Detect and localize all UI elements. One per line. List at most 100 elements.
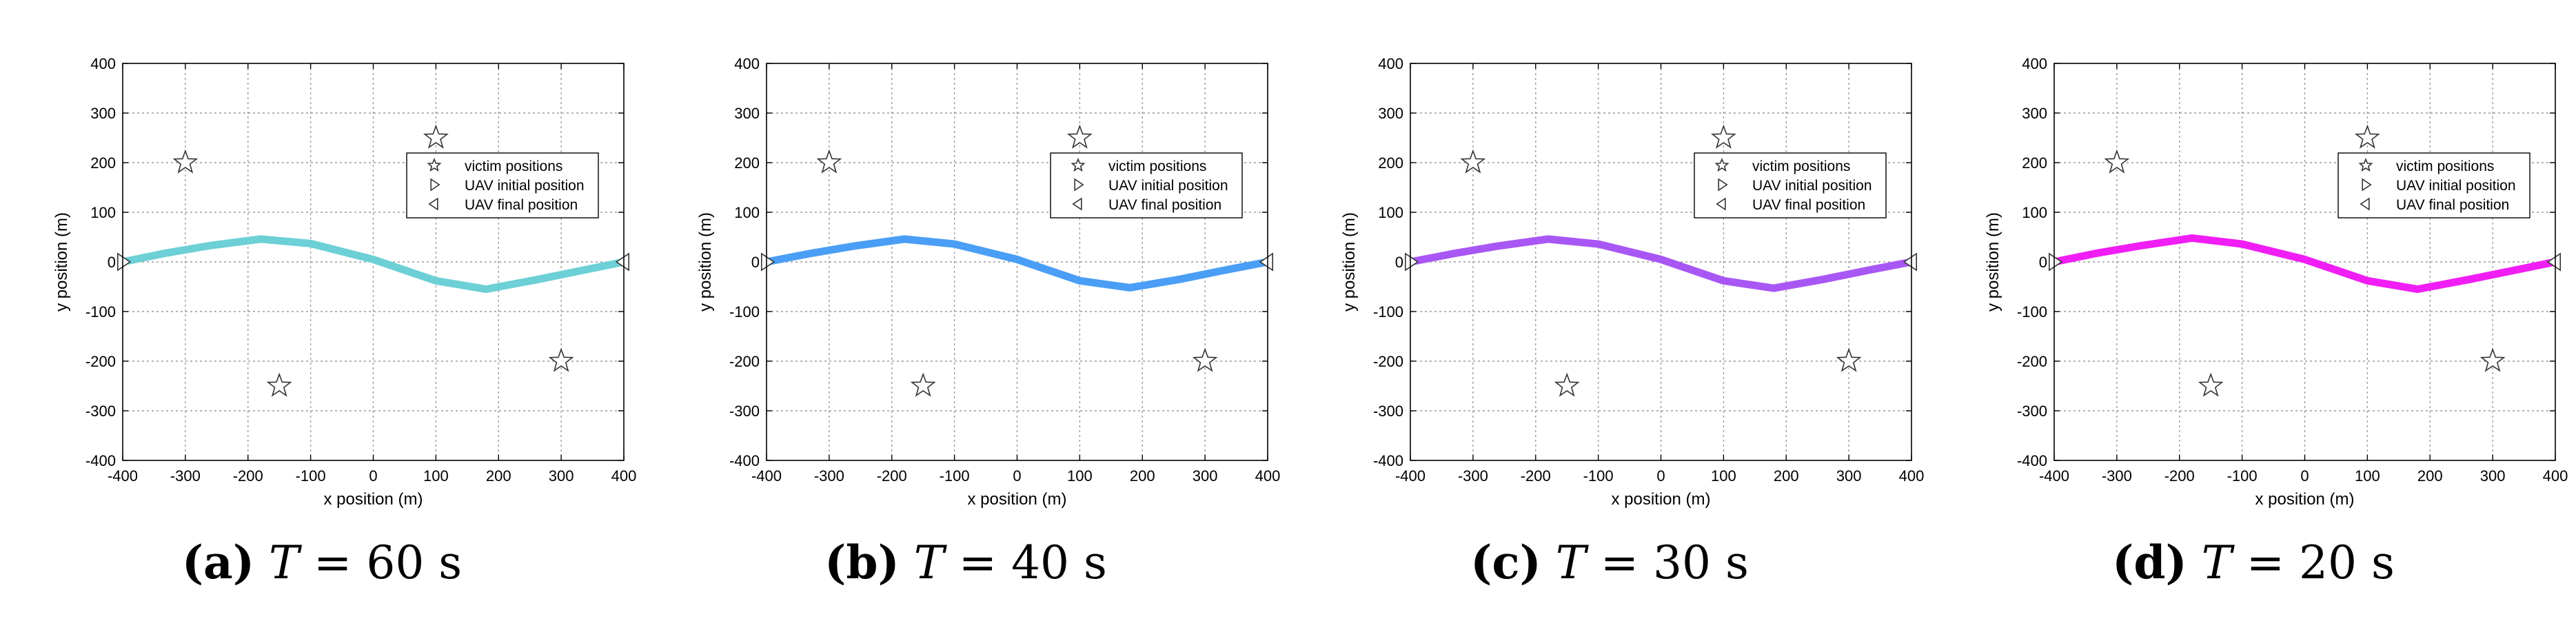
legend-initial-marker — [1718, 178, 1728, 192]
caption-label: (c) — [1470, 536, 1541, 589]
x-tick-label: -100 — [1583, 467, 1614, 485]
y-axis-label: y position (m) — [1984, 212, 2002, 312]
y-tick-label: 100 — [90, 204, 116, 221]
x-tick-label: -100 — [2227, 467, 2258, 485]
x-tick-label: 400 — [1899, 467, 1925, 485]
x-axis-label: x position (m) — [2255, 490, 2354, 509]
x-axis-label: x position (m) — [1611, 490, 1710, 509]
victim-star — [2354, 124, 2380, 149]
panel-c: -400 -300 -200 -100 0 100 200 300 400 -400 -300 -20… — [1288, 0, 1931, 621]
x-tick-label: 100 — [1711, 467, 1736, 485]
y-tick-label: 0 — [751, 254, 760, 271]
y-tick-label: -300 — [729, 403, 760, 420]
y-tick-label: 300 — [2022, 105, 2047, 122]
x-axis-label: x position (m) — [323, 490, 423, 509]
legend-label: UAV initial position — [465, 178, 585, 194]
x-tick-label: 300 — [2480, 467, 2506, 485]
x-tick-label: -300 — [1458, 467, 1488, 485]
victim-star — [172, 149, 199, 174]
y-tick-label: -300 — [85, 403, 116, 420]
y-tick-label: 0 — [2039, 254, 2047, 271]
victim-star — [548, 347, 574, 372]
y-axis-label: y position (m) — [1340, 212, 1359, 312]
x-tick-label: 200 — [2417, 467, 2443, 485]
caption-equation: = 60 s — [299, 536, 463, 589]
uav-initial-marker — [1405, 252, 1419, 272]
legend-label: victim positions — [1752, 159, 1850, 174]
plot-d: -400 -300 -200 -100 0 100 200 300 400 -400 -300 -20… — [1984, 55, 2568, 509]
x-tick-label: 200 — [1774, 467, 1799, 485]
caption-equation: = 40 s — [944, 536, 1107, 589]
y-tick-label: -200 — [1373, 353, 1403, 370]
panel-d: -400 -300 -200 -100 0 100 200 300 400 -400 -300 -20… — [1931, 0, 2575, 621]
x-tick-label: 0 — [369, 467, 377, 485]
y-tick-label: -200 — [729, 353, 760, 370]
plot-c: -400 -300 -200 -100 0 100 200 300 400 -400 -300 -20… — [1340, 55, 1925, 509]
axes-frame — [1410, 63, 1912, 461]
uav-initial-marker — [117, 252, 132, 272]
x-tick-label: -300 — [2102, 467, 2132, 485]
victim-star — [1554, 372, 1580, 397]
caption-variable: T — [1555, 536, 1586, 589]
x-tick-label: 200 — [1130, 467, 1155, 485]
y-tick-label: -100 — [2017, 303, 2047, 320]
x-tick-label: -200 — [1521, 467, 1551, 485]
axes-frame — [122, 63, 625, 461]
y-tick-label: 300 — [90, 105, 116, 122]
x-tick-label: 400 — [1255, 467, 1281, 485]
x-tick-label: -200 — [233, 467, 263, 485]
y-tick-label: -300 — [1373, 403, 1403, 420]
y-axis-label: y position (m) — [696, 212, 715, 312]
uav-initial-marker — [761, 252, 775, 272]
uav-final-marker — [1903, 252, 1918, 272]
y-tick-label: 100 — [2022, 204, 2047, 221]
victim-star — [1460, 149, 1486, 174]
caption-label: (b) — [824, 536, 900, 589]
y-tick-label: -200 — [2017, 353, 2047, 370]
victim-star — [2479, 347, 2506, 372]
caption-variable: T — [913, 536, 944, 589]
victim-star — [1710, 124, 1736, 149]
x-tick-label: 300 — [1836, 467, 1862, 485]
y-tick-label: -400 — [85, 452, 116, 469]
x-tick-label: 0 — [2300, 467, 2309, 485]
caption-variable: T — [269, 536, 300, 589]
victim-star — [910, 372, 936, 397]
caption-a: (a) T = 60 s — [0, 538, 644, 589]
x-tick-label: -400 — [108, 467, 138, 485]
axes-frame — [2053, 63, 2556, 461]
caption-b: (b) T = 40 s — [644, 538, 1288, 589]
legend-victim-star — [427, 157, 442, 172]
x-tick-label: 400 — [2543, 467, 2568, 485]
y-tick-label: 400 — [2022, 55, 2047, 72]
panel-a: -400 -300 -200 -100 0 100 200 300 400 -400 -300 -20… — [0, 0, 644, 621]
y-tick-label: 0 — [1395, 254, 1403, 271]
x-tick-label: -400 — [2039, 467, 2069, 485]
x-tick-label: 100 — [423, 467, 449, 485]
y-tick-label: 100 — [1378, 204, 1403, 221]
plot-b: -400 -300 -200 -100 0 100 200 300 400 -400 -300 -20… — [696, 55, 1281, 509]
uav-trajectory-line — [119, 235, 628, 294]
y-tick-label: -300 — [2017, 403, 2047, 420]
x-tick-label: -200 — [2164, 467, 2195, 485]
y-tick-label: 400 — [1378, 55, 1403, 72]
y-tick-label: -100 — [1373, 303, 1403, 320]
y-tick-label: 400 — [734, 55, 760, 72]
y-tick-label: 200 — [90, 154, 116, 172]
caption-label: (d) — [2112, 536, 2187, 589]
legend-label: UAV final position — [1752, 197, 1865, 213]
legend-label: victim positions — [2396, 159, 2494, 174]
caption-label: (a) — [181, 536, 255, 589]
plot-a: -400 -300 -200 -100 0 100 200 300 400 -400 -300 -20… — [52, 55, 636, 509]
legend-initial-marker — [430, 178, 440, 192]
y-tick-label: -200 — [85, 353, 116, 370]
panel-b: -400 -300 -200 -100 0 100 200 300 400 -400 -300 -20… — [644, 0, 1288, 621]
x-tick-label: 200 — [486, 467, 511, 485]
y-tick-label: -400 — [729, 452, 760, 469]
y-tick-label: -100 — [729, 303, 760, 320]
legend-initial-marker — [2362, 178, 2372, 192]
uav-initial-marker — [2049, 252, 2063, 272]
victim-star — [816, 149, 842, 174]
victim-star — [1066, 124, 1093, 149]
